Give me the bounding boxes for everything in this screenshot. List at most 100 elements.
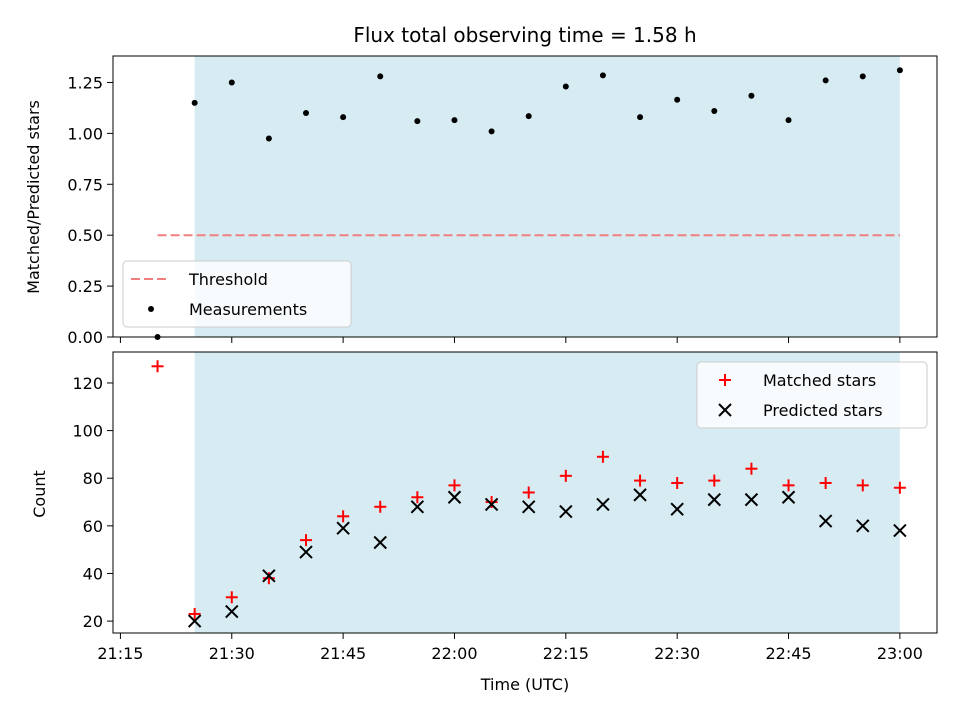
legend-label: Predicted stars xyxy=(763,401,883,420)
y-tick-label: 80 xyxy=(83,469,103,488)
measurement-point xyxy=(525,113,532,120)
legend-predicted-swatch xyxy=(718,403,732,417)
matched-stars-point xyxy=(671,476,684,489)
y-tick-label: 40 xyxy=(83,564,103,583)
measurement-point xyxy=(859,73,866,80)
x-axis-label: Time (UTC) xyxy=(480,675,569,694)
y-tick-label: 60 xyxy=(83,517,103,536)
predicted-stars-point xyxy=(596,497,610,512)
matched-stars-point xyxy=(411,491,424,504)
matched-stars-point xyxy=(300,534,313,547)
y-tick-label: 0.50 xyxy=(67,226,103,245)
measurement-point xyxy=(488,128,495,135)
predicted-stars-point xyxy=(856,519,870,533)
matched-stars-point xyxy=(893,481,906,494)
predicted-stars-point xyxy=(484,497,499,512)
y-tick-label: 0.25 xyxy=(67,277,103,296)
legend-box xyxy=(696,361,928,429)
top-y-axis-label: Matched/Predicted stars xyxy=(24,100,43,294)
measurement-point xyxy=(562,83,569,90)
matched-stars-point xyxy=(374,500,387,513)
matched-stars-point xyxy=(782,479,795,492)
measurement-point xyxy=(228,79,235,86)
plot-frame xyxy=(112,55,938,338)
measurement-point xyxy=(785,117,792,124)
legend-label: Threshold xyxy=(188,270,268,289)
x-tick-label: 21:15 xyxy=(97,644,143,663)
measurement-point xyxy=(822,77,829,84)
measurement-point xyxy=(377,73,384,80)
predicted-stars-point xyxy=(187,614,202,628)
measurement-point xyxy=(674,96,681,103)
x-tick-label: 22:00 xyxy=(431,644,477,663)
x-tick-label: 22:45 xyxy=(765,644,811,663)
matched-stars-point xyxy=(819,476,832,489)
predicted-stars-point xyxy=(744,492,759,507)
predicted-stars-point xyxy=(262,569,276,583)
x-tick-label: 22:15 xyxy=(543,644,589,663)
predicted-stars-point xyxy=(373,535,387,550)
chart-title: Flux total observing time = 1.58 h xyxy=(353,23,696,47)
y-tick-label: 1.00 xyxy=(67,124,103,143)
x-tick-label: 22:30 xyxy=(654,644,700,663)
matched-stars-point xyxy=(151,360,164,373)
y-tick-label: 100 xyxy=(72,422,103,441)
plot-frame xyxy=(112,351,938,634)
x-tick-label: 21:45 xyxy=(320,644,366,663)
predicted-stars-point xyxy=(670,502,684,516)
matched-stars-point xyxy=(745,462,758,475)
predicted-stars-point xyxy=(781,490,796,504)
matched-stars-point xyxy=(262,572,275,585)
matched-stars-point xyxy=(225,591,238,604)
measurement-point xyxy=(896,67,903,74)
predicted-stars-point xyxy=(818,514,833,528)
measurement-point xyxy=(265,135,272,142)
y-tick-label: 20 xyxy=(83,612,103,631)
matched-stars-point xyxy=(634,474,647,487)
top-panel: 0.00 0.25 0.50 0.75 1.00 1.25 Threshold Measure… xyxy=(67,55,938,347)
predicted-stars-point xyxy=(559,504,573,519)
predicted-stars-point xyxy=(336,521,350,535)
legend: Matched stars Predicted stars xyxy=(696,361,928,429)
predicted-stars-point xyxy=(225,604,239,619)
legend: Threshold Measurements xyxy=(122,260,352,328)
matched-stars-point xyxy=(337,510,350,523)
measurement-point xyxy=(711,107,718,114)
measurement-point xyxy=(191,99,198,106)
matched-stars-point xyxy=(856,479,869,492)
matched-stars-point xyxy=(485,496,498,509)
matched-stars-point xyxy=(448,479,461,492)
y-tick-label: 0.00 xyxy=(67,328,103,347)
matched-stars-point xyxy=(708,474,721,487)
y-tick-label: 0.75 xyxy=(67,175,103,194)
x-tick-label: 21:30 xyxy=(209,644,255,663)
bottom-panel: 20 40 60 80 100 120 21:15 21:30 21:45 22:00 22:15 2… xyxy=(72,351,938,663)
measurement-point xyxy=(637,114,644,121)
measurement-point xyxy=(451,117,458,124)
y-tick-label: 120 xyxy=(72,374,103,393)
x-tick-label: 23:00 xyxy=(877,644,923,663)
legend-label: Matched stars xyxy=(763,371,876,390)
measurement-point xyxy=(748,92,755,99)
measurement-point xyxy=(340,114,347,121)
legend-matched-swatch xyxy=(719,374,731,386)
predicted-stars-point xyxy=(447,490,462,504)
matched-stars-point xyxy=(559,469,572,482)
matched-stars-point xyxy=(522,486,535,499)
bottom-y-axis-label: Count xyxy=(30,470,49,518)
legend-measurements-swatch xyxy=(148,306,154,312)
legend-label: Measurements xyxy=(189,300,307,319)
predicted-stars-point xyxy=(522,500,536,514)
predicted-stars-point xyxy=(410,500,425,514)
measurement-point xyxy=(414,118,421,125)
predicted-stars-point xyxy=(707,492,722,507)
measurement-point xyxy=(599,72,606,79)
matched-stars-point xyxy=(596,450,609,463)
matched-stars-point xyxy=(188,607,201,620)
legend-box xyxy=(122,260,352,328)
y-tick-label: 1.25 xyxy=(67,73,103,92)
predicted-stars-point xyxy=(893,523,907,538)
predicted-stars-point xyxy=(299,545,313,559)
predicted-stars-point xyxy=(633,488,647,502)
